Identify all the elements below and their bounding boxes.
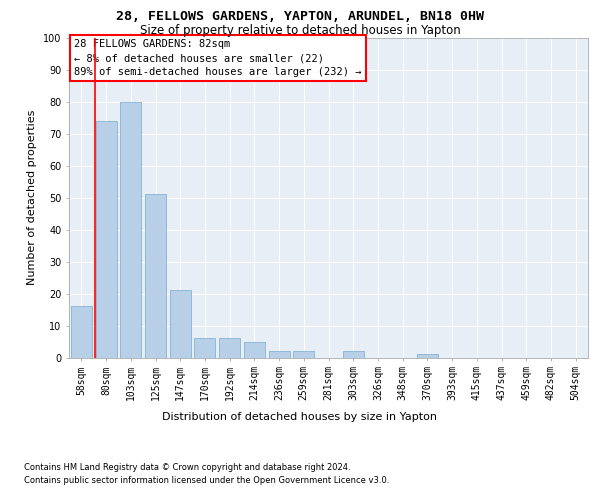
Bar [417,354,438,358]
Bar [293,351,314,358]
Bar [145,194,166,358]
Bar [120,102,141,358]
Text: 28 FELLOWS GARDENS: 82sqm
← 8% of detached houses are smaller (22)
89% of semi-d: 28 FELLOWS GARDENS: 82sqm ← 8% of detach… [74,39,362,77]
Bar [95,120,116,358]
Bar [71,306,92,358]
Text: Contains HM Land Registry data © Crown copyright and database right 2024.: Contains HM Land Registry data © Crown c… [24,462,350,471]
Text: Contains public sector information licensed under the Open Government Licence v3: Contains public sector information licen… [24,476,389,485]
Text: Distribution of detached houses by size in Yapton: Distribution of detached houses by size … [163,412,437,422]
Bar [219,338,240,357]
Text: 28, FELLOWS GARDENS, YAPTON, ARUNDEL, BN18 0HW: 28, FELLOWS GARDENS, YAPTON, ARUNDEL, BN… [116,10,484,23]
Bar [269,351,290,358]
Y-axis label: Number of detached properties: Number of detached properties [28,110,37,285]
Bar [194,338,215,357]
Text: Size of property relative to detached houses in Yapton: Size of property relative to detached ho… [140,24,460,37]
Bar [170,290,191,358]
Bar [343,351,364,358]
Bar [244,342,265,357]
